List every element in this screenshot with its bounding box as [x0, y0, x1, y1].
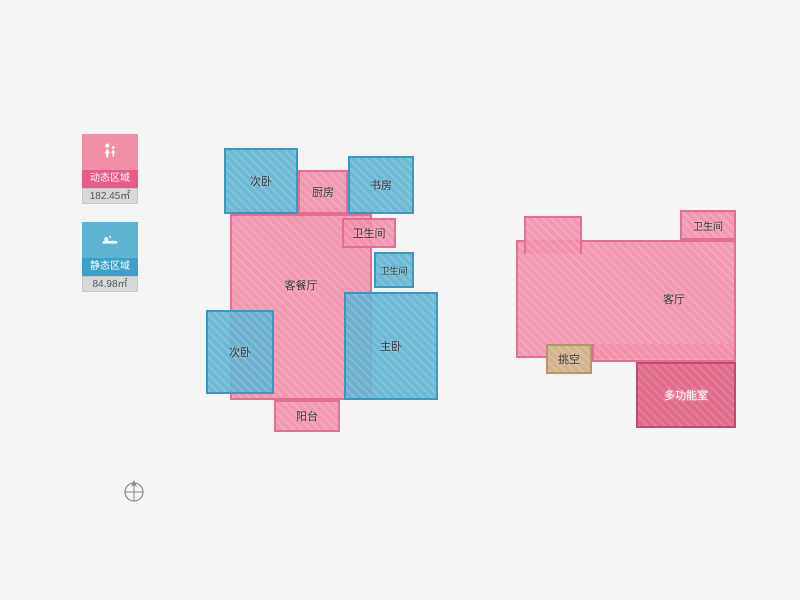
room-void: 挑空 — [546, 344, 592, 374]
room-bath3: 卫生间 — [680, 210, 736, 240]
room-label: 客餐厅 — [283, 277, 320, 293]
room-living2: 客厅 — [516, 240, 736, 358]
room-label: 卫生间 — [351, 225, 388, 241]
sleep-icon — [82, 222, 138, 258]
room-bath1: 卫生间 — [342, 218, 396, 248]
room-living2-top — [524, 216, 582, 254]
room-label: 卫生间 — [691, 218, 725, 233]
legend-static: 静态区域 84.98㎡ — [82, 222, 138, 292]
people-icon — [82, 134, 138, 170]
room-label: 主卧 — [378, 338, 404, 354]
room-kitchen: 厨房 — [298, 170, 348, 214]
room-bath2: 卫生间 — [374, 252, 414, 288]
room-label: 挑空 — [556, 351, 582, 367]
compass-icon — [120, 476, 148, 504]
room-label: 书房 — [368, 177, 394, 193]
room-living2-ext — [592, 344, 736, 362]
legend-static-label: 静态区域 — [82, 258, 138, 276]
legend-dynamic-value: 182.45㎡ — [82, 188, 138, 204]
room-study: 书房 — [348, 156, 414, 214]
room-balcony: 阳台 — [274, 400, 340, 432]
room-label: 卫生间 — [378, 264, 409, 277]
room-label: 多功能室 — [662, 387, 710, 403]
room-bedroom2a: 次卧 — [224, 148, 298, 214]
room-label: 次卧 — [227, 344, 253, 360]
room-master: 主卧 — [344, 292, 438, 400]
room-bedroom2b: 次卧 — [206, 310, 274, 394]
room-label: 厨房 — [310, 184, 336, 200]
room-multi: 多功能室 — [636, 362, 736, 428]
room-label: 阳台 — [294, 408, 320, 424]
legend-static-value: 84.98㎡ — [82, 276, 138, 292]
legend-dynamic: 动态区域 182.45㎡ — [82, 134, 138, 204]
legend-dynamic-label: 动态区域 — [82, 170, 138, 188]
room-label: 客厅 — [661, 291, 687, 307]
room-label: 次卧 — [248, 173, 274, 189]
